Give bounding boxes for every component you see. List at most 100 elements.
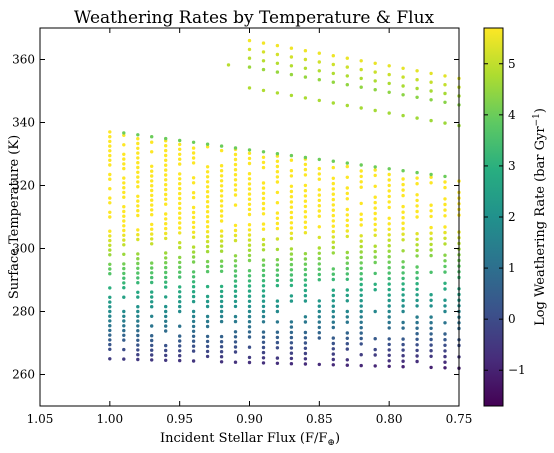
- data-point: [164, 343, 168, 348]
- data-point: [345, 342, 349, 346]
- data-point: [373, 173, 377, 178]
- data-point: [345, 83, 349, 87]
- data-point: [289, 153, 294, 158]
- data-point: [303, 357, 308, 361]
- data-point: [401, 326, 405, 330]
- data-point: [191, 260, 196, 264]
- data-point: [303, 252, 308, 256]
- data-point: [178, 354, 182, 358]
- data-point: [164, 251, 168, 255]
- data-point: [345, 315, 349, 319]
- data-point: [178, 285, 182, 289]
- data-point: [275, 304, 280, 308]
- data-point: [136, 252, 140, 256]
- data-point: [150, 174, 154, 178]
- data-point: [108, 196, 112, 200]
- data-point: [164, 329, 168, 333]
- data-point: [345, 347, 349, 351]
- data-point: [247, 228, 252, 232]
- data-point: [415, 254, 419, 258]
- data-point: [191, 294, 196, 299]
- data-point: [247, 177, 252, 181]
- data-point: [233, 274, 238, 278]
- data-point: [401, 365, 405, 369]
- data-point: [150, 222, 154, 227]
- data-point: [247, 56, 252, 60]
- data-point: [219, 304, 224, 309]
- data-point: [345, 256, 349, 260]
- data-point: [247, 330, 252, 334]
- data-point: [178, 324, 182, 328]
- data-point: [108, 338, 112, 342]
- data-point: [415, 193, 419, 197]
- data-point: [401, 66, 405, 71]
- data-point: [233, 319, 238, 324]
- x-tick-label: 0.85: [306, 412, 333, 426]
- data-point: [289, 278, 294, 282]
- data-point: [205, 264, 210, 269]
- data-point: [178, 344, 182, 348]
- data-point: [359, 299, 363, 303]
- data-point: [136, 213, 140, 218]
- data-point: [219, 294, 224, 299]
- data-point: [373, 165, 377, 169]
- data-point: [275, 247, 280, 252]
- data-point: [178, 275, 182, 279]
- data-point: [429, 118, 433, 123]
- data-point: [303, 204, 308, 209]
- data-point: [122, 338, 126, 342]
- data-point: [233, 223, 238, 228]
- x-tick-label: 1.05: [27, 412, 54, 426]
- data-point: [233, 162, 238, 167]
- data-point: [150, 193, 154, 198]
- data-point: [359, 293, 363, 297]
- data-point: [108, 172, 112, 177]
- data-point: [205, 304, 210, 309]
- data-point: [415, 95, 419, 100]
- data-point: [205, 249, 210, 254]
- data-point: [345, 213, 349, 217]
- data-point: [359, 272, 363, 276]
- data-point: [205, 294, 210, 299]
- data-point: [108, 319, 112, 323]
- colorbar-tick-label: 5: [508, 57, 516, 71]
- data-point: [219, 269, 224, 273]
- data-point: [233, 269, 238, 273]
- data-point: [247, 86, 252, 90]
- data-point: [108, 238, 112, 243]
- data-point: [233, 340, 238, 344]
- data-point: [178, 162, 182, 166]
- data-point: [164, 265, 168, 270]
- data-point: [275, 61, 280, 65]
- data-point: [164, 236, 168, 241]
- data-point: [164, 148, 168, 153]
- data-point: [108, 286, 112, 290]
- data-point: [345, 272, 349, 276]
- data-point: [345, 161, 349, 165]
- data-point: [387, 205, 391, 210]
- data-point: [261, 191, 266, 195]
- data-point: [122, 219, 126, 223]
- data-point: [178, 270, 182, 274]
- data-point: [387, 233, 391, 237]
- data-point: [247, 47, 252, 52]
- data-point: [345, 358, 349, 362]
- data-point: [164, 183, 168, 187]
- data-point: [317, 204, 321, 208]
- data-point: [191, 314, 196, 319]
- data-point: [219, 179, 224, 183]
- data-point: [443, 197, 447, 201]
- data-point: [415, 69, 419, 73]
- data-point: [233, 345, 238, 349]
- data-point: [401, 227, 405, 231]
- data-point: [317, 166, 321, 171]
- data-point: [387, 72, 391, 77]
- data-point: [401, 221, 405, 225]
- data-point: [178, 182, 182, 186]
- data-point: [289, 320, 294, 324]
- data-point: [191, 290, 196, 294]
- data-point: [261, 335, 266, 339]
- data-point: [219, 360, 224, 364]
- data-point: [387, 266, 391, 270]
- data-point: [443, 304, 447, 308]
